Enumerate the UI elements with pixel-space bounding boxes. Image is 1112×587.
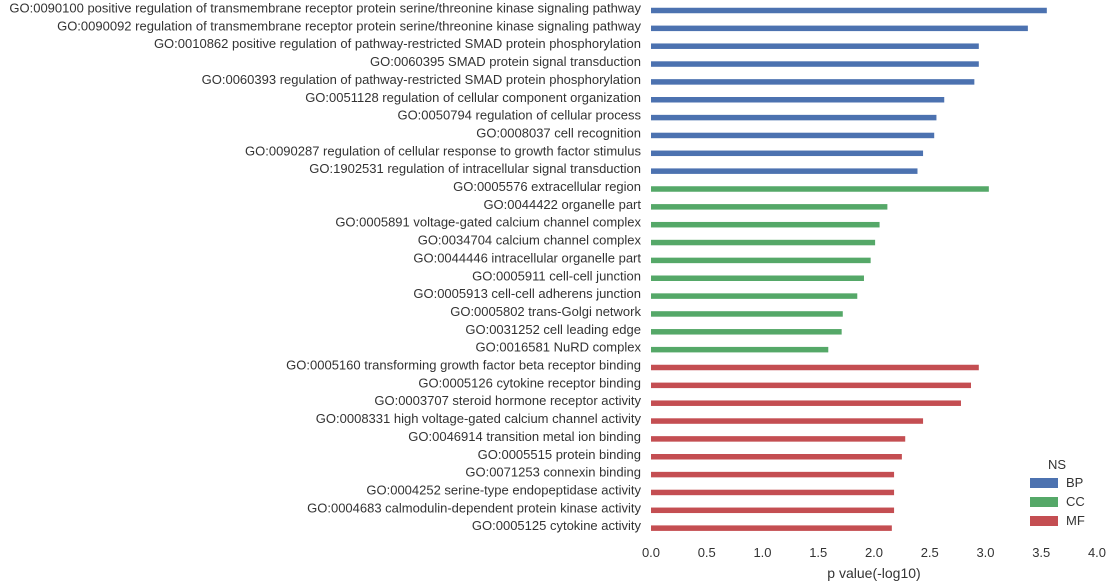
category-label: GO:1902531 regulation of intracellular s… bbox=[309, 161, 641, 176]
category-label: GO:0060393 regulation of pathway-restric… bbox=[202, 72, 641, 87]
bar-cc bbox=[651, 329, 842, 335]
bar-bp bbox=[651, 150, 924, 157]
bar-bp bbox=[651, 79, 975, 85]
legend: NS BP CC MF bbox=[1030, 457, 1085, 528]
category-label: GO:0090287 regulation of cellular respon… bbox=[245, 143, 641, 158]
category-label: GO:0046914 transition metal ion binding bbox=[408, 429, 641, 444]
bar-mf bbox=[651, 418, 924, 424]
category-label: GO:0031252 cell leading edge bbox=[465, 322, 641, 337]
legend-swatch-mf bbox=[1030, 516, 1058, 526]
category-label: GO:0004683 calmodulin-dependent protein … bbox=[307, 500, 641, 515]
bar-mf bbox=[651, 471, 895, 478]
bar-mf bbox=[651, 489, 895, 496]
bar-bp bbox=[651, 7, 1047, 14]
category-label: GO:0008331 high voltage-gated calcium ch… bbox=[316, 411, 642, 426]
category-label: GO:0071253 connexin binding bbox=[465, 465, 641, 480]
bar-bp bbox=[651, 97, 945, 103]
x-tick-label: 3.5 bbox=[1032, 545, 1050, 560]
category-labels: GO:0090100 positive regulation of transm… bbox=[9, 1, 641, 534]
bar-bp bbox=[651, 43, 979, 49]
category-label: GO:0005515 protein binding bbox=[478, 447, 641, 462]
bar-cc bbox=[651, 275, 864, 281]
bar-bp bbox=[651, 61, 979, 67]
category-label: GO:0008037 cell recognition bbox=[476, 125, 641, 140]
x-tick-label: 1.5 bbox=[809, 545, 827, 560]
bar-bp bbox=[651, 132, 935, 139]
category-label: GO:0050794 regulation of cellular proces… bbox=[397, 108, 641, 123]
bars-layer bbox=[651, 7, 1047, 531]
bar-mf bbox=[651, 382, 972, 389]
legend-swatch-cc bbox=[1030, 497, 1058, 507]
bar-bp bbox=[651, 25, 1028, 32]
x-tick-label: 0.0 bbox=[642, 545, 660, 560]
x-axis-label: p value(-log10) bbox=[827, 565, 920, 581]
bar-cc bbox=[651, 221, 880, 228]
x-tick-label: 0.5 bbox=[698, 545, 716, 560]
x-tick-label: 4.0 bbox=[1088, 545, 1106, 560]
bar-mf bbox=[651, 525, 892, 531]
category-label: GO:0034704 calcium channel complex bbox=[418, 233, 642, 248]
bar-cc bbox=[651, 186, 989, 192]
legend-swatch-bp bbox=[1030, 478, 1058, 488]
bar-cc bbox=[651, 257, 871, 264]
bar-mf bbox=[651, 400, 961, 406]
bar-cc bbox=[651, 346, 829, 353]
bar-cc bbox=[651, 311, 843, 317]
bar-mf bbox=[651, 364, 979, 371]
category-label: GO:0016581 NuRD complex bbox=[476, 340, 642, 355]
category-label: GO:0044422 organelle part bbox=[483, 197, 641, 212]
category-label: GO:0005913 cell-cell adherens junction bbox=[413, 286, 641, 301]
category-label: GO:0010862 positive regulation of pathwa… bbox=[154, 36, 641, 51]
category-label: GO:0090100 positive regulation of transm… bbox=[9, 1, 641, 16]
category-label: GO:0005126 cytokine receptor binding bbox=[418, 375, 641, 390]
category-label: GO:0090092 regulation of transmembrane r… bbox=[57, 18, 641, 33]
category-label: GO:0060395 SMAD protein signal transduct… bbox=[370, 54, 641, 69]
legend-label-mf: MF bbox=[1066, 513, 1085, 528]
x-axis-ticks: 0.0 0.5 1.0 1.5 2.0 2.5 3.0 3.5 4.0 bbox=[642, 545, 1106, 560]
bar-cc bbox=[651, 293, 858, 299]
category-label: GO:0005911 cell-cell junction bbox=[472, 268, 641, 283]
x-tick-label: 2.0 bbox=[865, 545, 883, 560]
legend-title: NS bbox=[1048, 457, 1066, 472]
category-label: GO:0005576 extracellular region bbox=[453, 179, 641, 194]
category-label: GO:0003707 steroid hormone receptor acti… bbox=[374, 393, 641, 408]
x-tick-label: 2.5 bbox=[921, 545, 939, 560]
legend-label-bp: BP bbox=[1066, 475, 1083, 490]
x-tick-label: 3.0 bbox=[976, 545, 994, 560]
bar-cc bbox=[651, 204, 888, 210]
category-label: GO:0005160 transforming growth factor be… bbox=[286, 358, 641, 373]
category-label: GO:0005891 voltage-gated calcium channel… bbox=[335, 215, 641, 230]
category-label: GO:0005802 trans-Golgi network bbox=[450, 304, 641, 319]
category-label: GO:0044446 intracellular organelle part bbox=[413, 250, 641, 265]
legend-items: BP CC MF bbox=[1030, 475, 1085, 528]
category-label: GO:0005125 cytokine activity bbox=[472, 518, 642, 533]
bar-mf bbox=[651, 507, 895, 514]
bar-cc bbox=[651, 239, 876, 246]
x-tick-label: 1.0 bbox=[753, 545, 771, 560]
bar-mf bbox=[651, 454, 902, 460]
bar-mf bbox=[651, 436, 906, 442]
bar-bp bbox=[651, 168, 918, 174]
category-label: GO:0004252 serine-type endopeptidase act… bbox=[366, 482, 641, 497]
legend-label-cc: CC bbox=[1066, 494, 1085, 509]
bar-bp bbox=[651, 114, 937, 121]
category-label: GO:0051128 regulation of cellular compon… bbox=[305, 90, 641, 105]
